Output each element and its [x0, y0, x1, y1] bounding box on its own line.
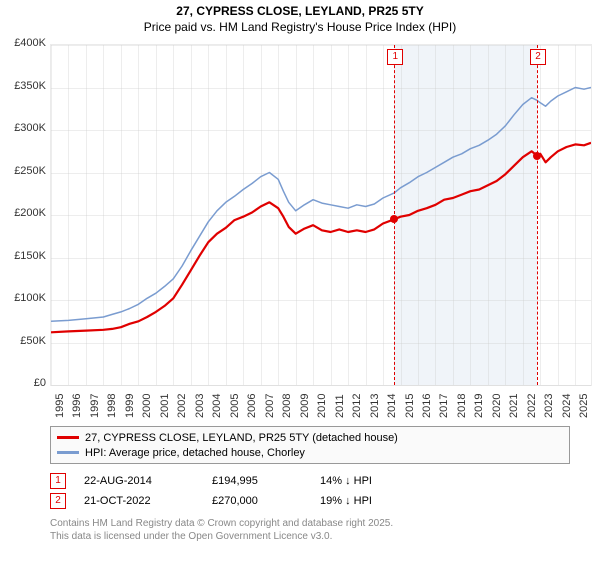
x-axis-label: 2010 [316, 394, 328, 418]
x-axis-label: 2014 [386, 394, 398, 418]
x-axis-label: 2013 [369, 394, 381, 418]
x-axis-label: 1999 [124, 394, 136, 418]
x-axis-label: 2023 [543, 394, 555, 418]
legend-label: HPI: Average price, detached house, Chor… [85, 447, 305, 459]
sale-dot [533, 152, 541, 160]
y-axis-label: £200K [6, 207, 46, 219]
legend-box: 27, CYPRESS CLOSE, LEYLAND, PR25 5TY (de… [50, 426, 570, 464]
series-price_paid [51, 143, 591, 332]
sale-date: 22-AUG-2014 [84, 475, 194, 487]
x-axis-label: 2021 [508, 394, 520, 418]
y-axis-label: £350K [6, 80, 46, 92]
x-axis-label: 2005 [229, 394, 241, 418]
series-hpi [51, 88, 591, 322]
x-axis-label: 2000 [141, 394, 153, 418]
legend-swatch [57, 436, 79, 439]
y-axis-label: £150K [6, 250, 46, 262]
x-axis-label: 2020 [491, 394, 503, 418]
x-axis-label: 2012 [351, 394, 363, 418]
chart-series-svg [51, 45, 591, 385]
legend-item: HPI: Average price, detached house, Chor… [57, 445, 563, 460]
y-axis-label: £400K [6, 37, 46, 49]
sale-dot [390, 215, 398, 223]
x-axis-label: 1996 [71, 394, 83, 418]
x-axis-label: 2007 [264, 394, 276, 418]
x-axis-label: 1998 [106, 394, 118, 418]
sale-price: £270,000 [212, 495, 302, 507]
legend-label: 27, CYPRESS CLOSE, LEYLAND, PR25 5TY (de… [85, 432, 398, 444]
footnote-line: Contains HM Land Registry data © Crown c… [50, 518, 570, 531]
x-axis-label: 2004 [211, 394, 223, 418]
x-axis-label: 2017 [438, 394, 450, 418]
x-axis-label: 2008 [281, 394, 293, 418]
x-axis-label: 2009 [299, 394, 311, 418]
y-axis-label: £300K [6, 122, 46, 134]
x-axis-label: 2011 [334, 394, 346, 418]
legend-and-footer: 27, CYPRESS CLOSE, LEYLAND, PR25 5TY (de… [50, 426, 570, 543]
chart-title-line1: 27, CYPRESS CLOSE, LEYLAND, PR25 5TY [0, 4, 600, 18]
footnote-line: This data is licensed under the Open Gov… [50, 531, 570, 544]
chart-title-line2: Price paid vs. HM Land Registry's House … [0, 20, 600, 34]
sale-marker: 2 [50, 493, 66, 509]
sale-date: 21-OCT-2022 [84, 495, 194, 507]
legend-swatch [57, 451, 79, 454]
gridline-h [51, 385, 591, 386]
x-axis-label: 2001 [159, 394, 171, 418]
y-axis-label: £0 [6, 377, 46, 389]
marker-line [537, 45, 538, 385]
marker-badge: 1 [387, 49, 403, 65]
chart-plot-area: 12 [50, 44, 592, 386]
sale-delta: 19% ↓ HPI [320, 495, 372, 507]
x-axis-label: 1995 [54, 394, 66, 418]
x-axis-label: 2016 [421, 394, 433, 418]
sale-price: £194,995 [212, 475, 302, 487]
x-axis-label: 2025 [578, 394, 590, 418]
x-axis-label: 2002 [176, 394, 188, 418]
x-axis-label: 2003 [194, 394, 206, 418]
marker-badge: 2 [530, 49, 546, 65]
y-axis-label: £250K [6, 165, 46, 177]
x-axis-label: 2019 [473, 394, 485, 418]
x-axis-label: 2024 [561, 394, 573, 418]
sale-row: 2 21-OCT-2022 £270,000 19% ↓ HPI [50, 492, 570, 510]
footnote: Contains HM Land Registry data © Crown c… [50, 518, 570, 543]
x-axis-label: 2018 [456, 394, 468, 418]
x-axis-label: 2015 [404, 394, 416, 418]
x-axis-label: 2022 [526, 394, 538, 418]
y-axis-label: £50K [6, 335, 46, 347]
x-axis-label: 2006 [246, 394, 258, 418]
legend-item: 27, CYPRESS CLOSE, LEYLAND, PR25 5TY (de… [57, 430, 563, 445]
x-axis-label: 1997 [89, 394, 101, 418]
y-axis-label: £100K [6, 292, 46, 304]
sale-row: 1 22-AUG-2014 £194,995 14% ↓ HPI [50, 472, 570, 490]
sale-marker: 1 [50, 473, 66, 489]
sale-delta: 14% ↓ HPI [320, 475, 372, 487]
